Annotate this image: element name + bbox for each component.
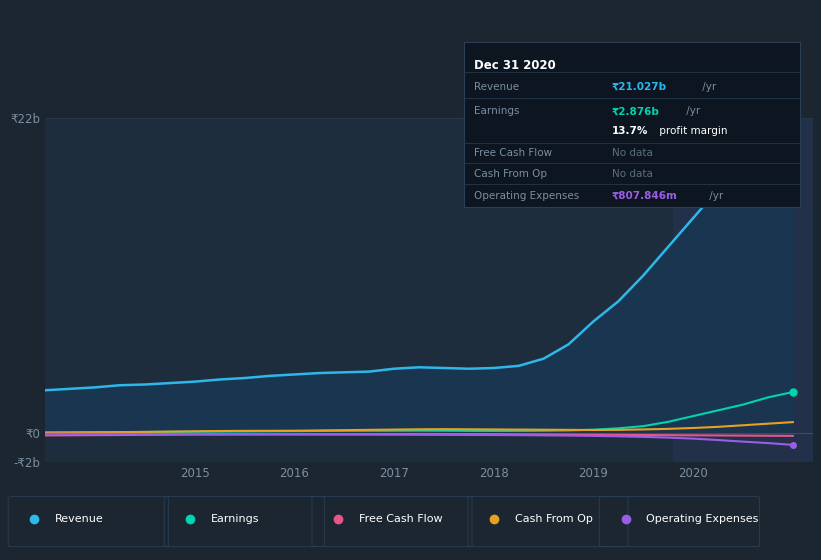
- Text: Cash From Op: Cash From Op: [515, 514, 593, 524]
- Text: ₹2.876b: ₹2.876b: [612, 106, 660, 116]
- Text: ₹807.846m: ₹807.846m: [612, 190, 678, 200]
- Text: Cash From Op: Cash From Op: [474, 169, 547, 179]
- Text: Free Cash Flow: Free Cash Flow: [474, 148, 552, 158]
- Text: Operating Expenses: Operating Expenses: [646, 514, 759, 524]
- Text: No data: No data: [612, 148, 653, 158]
- Text: /yr: /yr: [699, 82, 717, 92]
- Text: Revenue: Revenue: [474, 82, 519, 92]
- Text: profit margin: profit margin: [656, 126, 727, 136]
- Text: Earnings: Earnings: [474, 106, 520, 116]
- Text: /yr: /yr: [683, 106, 700, 116]
- Text: Free Cash Flow: Free Cash Flow: [359, 514, 443, 524]
- Text: No data: No data: [612, 169, 653, 179]
- Text: ₹21.027b: ₹21.027b: [612, 82, 667, 92]
- Text: Revenue: Revenue: [55, 514, 103, 524]
- Text: Operating Expenses: Operating Expenses: [474, 190, 579, 200]
- Bar: [673, 118, 813, 462]
- Text: 13.7%: 13.7%: [612, 126, 649, 136]
- Text: /yr: /yr: [706, 190, 723, 200]
- Bar: [45, 118, 673, 462]
- Text: Dec 31 2020: Dec 31 2020: [474, 59, 556, 72]
- Text: Earnings: Earnings: [211, 514, 259, 524]
